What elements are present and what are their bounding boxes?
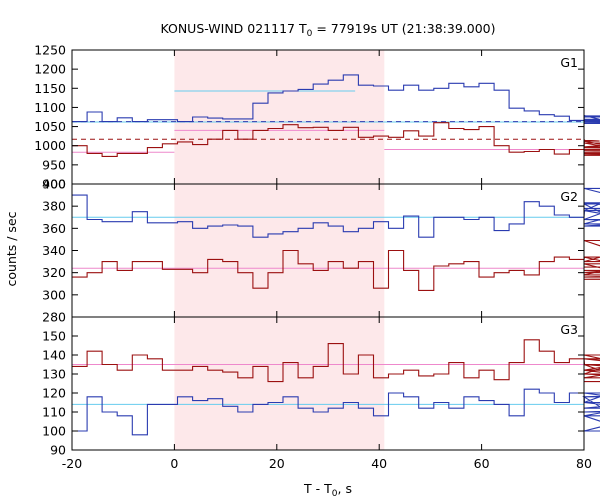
highlight-interval bbox=[174, 317, 385, 450]
y-tick-label: 1250 bbox=[34, 43, 66, 58]
x-tick-label: 0 bbox=[170, 456, 178, 471]
x-tick-label: 80 bbox=[576, 456, 592, 471]
y-tick-label: 110 bbox=[42, 405, 66, 420]
x-tick-labels: -20 0 20 40 60 80 bbox=[62, 456, 592, 471]
chart-title: KONUS-WIND 021117 T0 = 77919s UT (21:38:… bbox=[160, 21, 495, 39]
series-red-g3 bbox=[72, 339, 600, 383]
y-tick-label: 90 bbox=[50, 443, 66, 458]
y-tick-label: 1150 bbox=[34, 81, 66, 96]
series-blue-g2 bbox=[72, 187, 600, 238]
x-tick-label: -20 bbox=[62, 456, 82, 471]
y-tick-label: 950 bbox=[42, 157, 66, 172]
y-tick-label: 100 bbox=[42, 424, 66, 439]
panel-label: G2 bbox=[560, 189, 578, 204]
y-tick-label: 360 bbox=[42, 221, 66, 236]
y-tick-label: 1100 bbox=[34, 100, 66, 115]
y-tick-label: 340 bbox=[42, 243, 66, 258]
y-tick-label: 1200 bbox=[34, 62, 66, 77]
panel-g3: 90 100 110 120 130 140 150 G3 bbox=[42, 316, 600, 458]
y-tick-label: 380 bbox=[42, 199, 66, 214]
series-blue-g1 bbox=[72, 74, 600, 125]
highlight-interval bbox=[174, 50, 385, 184]
y-tick-label: 900 bbox=[42, 177, 66, 192]
x-tick-label: 60 bbox=[474, 456, 490, 471]
x-axis-label: T - T0, s bbox=[303, 481, 352, 499]
x-tick-label: 40 bbox=[371, 456, 387, 471]
highlight-interval bbox=[174, 184, 385, 317]
panel-frame bbox=[71, 316, 585, 451]
y-tick-label: 130 bbox=[42, 367, 66, 382]
series-blue-g3 bbox=[72, 388, 600, 436]
y-tick-label: 300 bbox=[42, 287, 66, 302]
x-tick-label: 20 bbox=[269, 456, 285, 471]
y-tick-label: 120 bbox=[42, 386, 66, 401]
y-axis-label: counts / sec bbox=[4, 211, 19, 286]
y-tick-label: 320 bbox=[42, 265, 66, 280]
y-tick-label: 280 bbox=[42, 310, 66, 325]
y-tick-label: 140 bbox=[42, 348, 66, 363]
panel-label: G1 bbox=[560, 55, 578, 70]
y-tick-label: 400 bbox=[42, 177, 66, 192]
y-tick-label: 1050 bbox=[34, 119, 66, 134]
y-tick-label: 1000 bbox=[34, 138, 66, 153]
panel-label: G3 bbox=[560, 322, 578, 337]
series-red-g1 bbox=[72, 122, 600, 157]
panel-g1: 900 950 1000 1050 1100 1150 1200 1250 G1 bbox=[34, 43, 600, 192]
series-red-g2 bbox=[72, 239, 600, 291]
y-tick-label: 150 bbox=[42, 329, 66, 344]
panel-g2: 280 300 320 340 360 380 400 G2 bbox=[42, 177, 600, 325]
